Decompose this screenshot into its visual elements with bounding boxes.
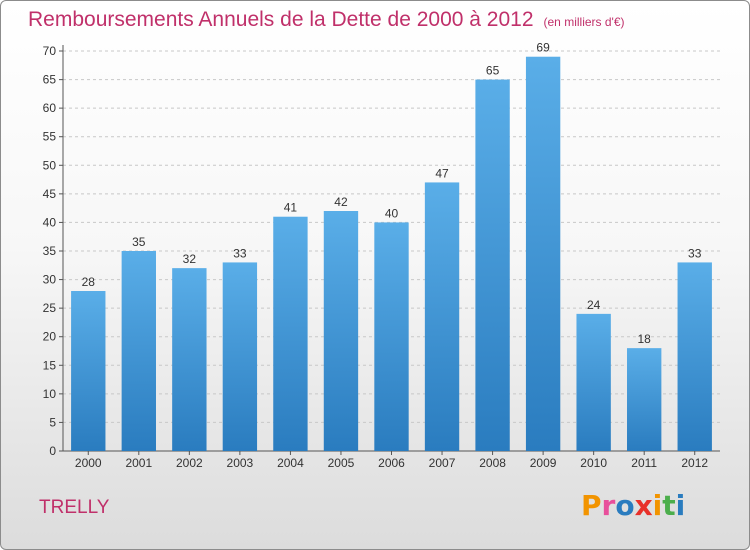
y-tick-label: 45 <box>43 187 57 201</box>
x-tick-label-2008: 2008 <box>479 456 506 470</box>
bar-2011 <box>627 348 662 451</box>
x-tick-label-2005: 2005 <box>328 456 355 470</box>
y-tick-label: 55 <box>43 130 57 144</box>
y-tick-label: 15 <box>43 358 57 372</box>
data-label-2002: 32 <box>183 252 197 266</box>
title-text: Remboursements Annuels de la Dette de 20… <box>28 8 534 31</box>
data-label-2012: 33 <box>688 246 702 260</box>
logo-letter: t <box>662 489 676 522</box>
bar-2009 <box>525 56 561 451</box>
y-tick-label: 20 <box>43 330 57 344</box>
bar-2004 <box>273 216 308 451</box>
logo-letter: x <box>634 489 653 522</box>
x-tick-label-2001: 2001 <box>125 456 152 470</box>
proxiti-logo: Proxiti <box>581 489 685 522</box>
data-label-2006: 40 <box>385 206 399 220</box>
x-tick-label-2000: 2000 <box>75 456 102 470</box>
bar-2010 <box>576 313 611 451</box>
chart-title: Remboursements Annuels de la Dette de 20… <box>28 8 625 32</box>
bar-2003 <box>222 262 258 451</box>
data-label-2001: 35 <box>132 235 146 249</box>
x-tick-label-2004: 2004 <box>277 456 304 470</box>
logo-letter: i <box>652 489 663 522</box>
bar-2012 <box>677 262 712 451</box>
data-label-2004: 41 <box>284 201 298 215</box>
bar-2008 <box>475 79 510 452</box>
label-layer: 28 35 32 33 41 42 40 47 65 69 24 18 33 <box>82 41 702 346</box>
x-tick-label-2007: 2007 <box>429 456 456 470</box>
x-tick-label-2009: 2009 <box>530 456 557 470</box>
y-tick-label: 40 <box>43 215 57 229</box>
y-tick-label: 25 <box>43 301 57 315</box>
y-tick-label: 5 <box>49 415 56 429</box>
x-tick-label-2012: 2012 <box>681 456 708 470</box>
x-tick-label-2006: 2006 <box>378 456 405 470</box>
data-label-2007: 47 <box>435 166 449 180</box>
y-tick-label: 10 <box>43 387 57 401</box>
bar-2002 <box>172 268 207 451</box>
bar-2005 <box>323 211 359 451</box>
bar-2006 <box>374 222 409 451</box>
logo-letter: i <box>675 489 686 522</box>
bar-2007 <box>424 182 460 451</box>
bar-2001 <box>121 251 156 451</box>
data-label-2008: 65 <box>486 64 500 78</box>
y-tick-label: 50 <box>43 158 57 172</box>
data-label-2011: 18 <box>638 332 652 346</box>
x-tick-label-2003: 2003 <box>227 456 254 470</box>
bar-layer <box>71 56 712 452</box>
data-label-2005: 42 <box>334 195 348 209</box>
y-tick-label: 30 <box>43 273 57 287</box>
y-tick-label: 70 <box>43 44 57 58</box>
y-tick-label: 35 <box>43 244 57 258</box>
logo-letter: P <box>581 489 602 522</box>
data-label-2010: 24 <box>587 298 601 312</box>
x-tick-label-2011: 2011 <box>631 456 657 470</box>
unit-label: (en milliers d'€) <box>543 15 625 29</box>
axis-layer: 0 5 10 15 20 25 30 35 40 45 50 55 60 65 70 2000 2001 2002… <box>43 44 720 470</box>
x-tick-label-2002: 2002 <box>176 456 203 470</box>
x-tick-label-2010: 2010 <box>580 456 607 470</box>
logo-letter: r <box>601 489 616 522</box>
data-label-2000: 28 <box>82 275 96 289</box>
bar-2000 <box>71 291 106 451</box>
data-label-2003: 33 <box>233 246 247 260</box>
data-label-2009: 69 <box>536 41 550 55</box>
y-tick-label: 60 <box>43 101 57 115</box>
y-tick-label: 65 <box>43 73 57 87</box>
commune-name: TRELLY <box>39 497 110 518</box>
y-tick-label: 0 <box>49 444 56 458</box>
logo-letter: o <box>615 489 635 522</box>
